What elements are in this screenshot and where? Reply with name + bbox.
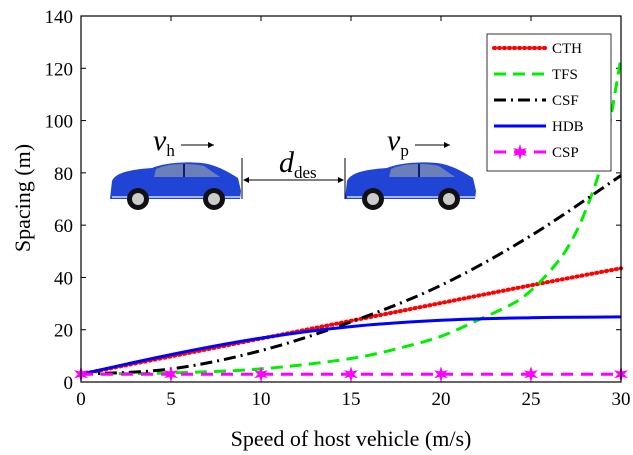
x-tick-label: 20 (432, 389, 451, 410)
x-tick-label: 30 (612, 389, 631, 410)
preceding-speed-subscript: p (400, 141, 409, 160)
legend-label-tfs: TFS (552, 67, 578, 83)
series-marker-csp (254, 366, 268, 383)
y-tick-label: 100 (45, 112, 74, 133)
x-tick-label: 15 (342, 389, 361, 410)
legend-box (486, 33, 612, 172)
y-tick-label: 60 (54, 216, 73, 237)
y-tick-label: 140 (45, 7, 74, 28)
legend-marker-csp (513, 144, 527, 160)
y-tick-label: 20 (54, 321, 73, 342)
legend-label-csf: CSF (552, 93, 579, 109)
x-tick-label: 0 (76, 389, 86, 410)
series-line-cth (79, 266, 623, 377)
preceding-speed-annotation: vp (387, 124, 450, 160)
y-axis-title: Spacing (m) (10, 144, 35, 252)
series-marker-csp (434, 366, 448, 383)
preceding-speed-arrowhead (444, 142, 450, 148)
x-axis-title: Speed of host vehicle (m/s) (231, 426, 472, 451)
svg-text:ddes: ddes (279, 146, 317, 182)
y-tick-label: 120 (45, 59, 74, 80)
legend: CTH TFS CSF HDB CSP (486, 33, 612, 172)
series-marker-csp (164, 366, 178, 383)
gap-arrowhead-left (243, 177, 249, 183)
desired-distance-symbol: d (279, 146, 295, 179)
x-tick-label: 10 (252, 389, 271, 410)
host-car-illustration (110, 162, 241, 210)
preceding-speed-symbol: v (387, 124, 401, 157)
car-window (154, 164, 220, 177)
host-speed-arrowhead (208, 142, 214, 148)
x-tick-label: 25 (522, 389, 541, 410)
legend-label-cth: CTH (552, 41, 582, 57)
host-speed-subscript: h (166, 141, 175, 160)
desired-distance-annotation: ddes (241, 146, 346, 199)
series-line-hdb (80, 315, 622, 376)
svg-text:vp: vp (387, 124, 409, 160)
axis-ticks: 0 5 10 15 20 25 30 0 20 40 60 80 100 120 140 (45, 7, 631, 410)
svg-text:vh: vh (153, 124, 175, 160)
car-hub-rear (132, 193, 144, 205)
host-speed-symbol: v (153, 124, 167, 157)
series-marker-csp (524, 366, 538, 383)
host-speed-annotation: vh (153, 124, 214, 160)
preceding-car-illustration (345, 162, 476, 210)
series-marker-csp (344, 366, 358, 383)
gap-arrowhead-right (338, 177, 344, 183)
legend-label-csp: CSP (552, 145, 579, 161)
y-tick-label: 0 (64, 373, 74, 394)
car-hub-front (208, 193, 220, 205)
car-hub-rear (367, 193, 379, 205)
y-tick-label: 40 (54, 268, 73, 289)
desired-distance-subscript: des (294, 163, 317, 182)
x-tick-label: 5 (166, 389, 176, 410)
legend-label-hdb: HDB (552, 119, 584, 135)
y-tick-label: 80 (54, 164, 73, 185)
car-window (389, 164, 455, 177)
plot-frame (80, 15, 622, 383)
car-hub-front (443, 193, 455, 205)
